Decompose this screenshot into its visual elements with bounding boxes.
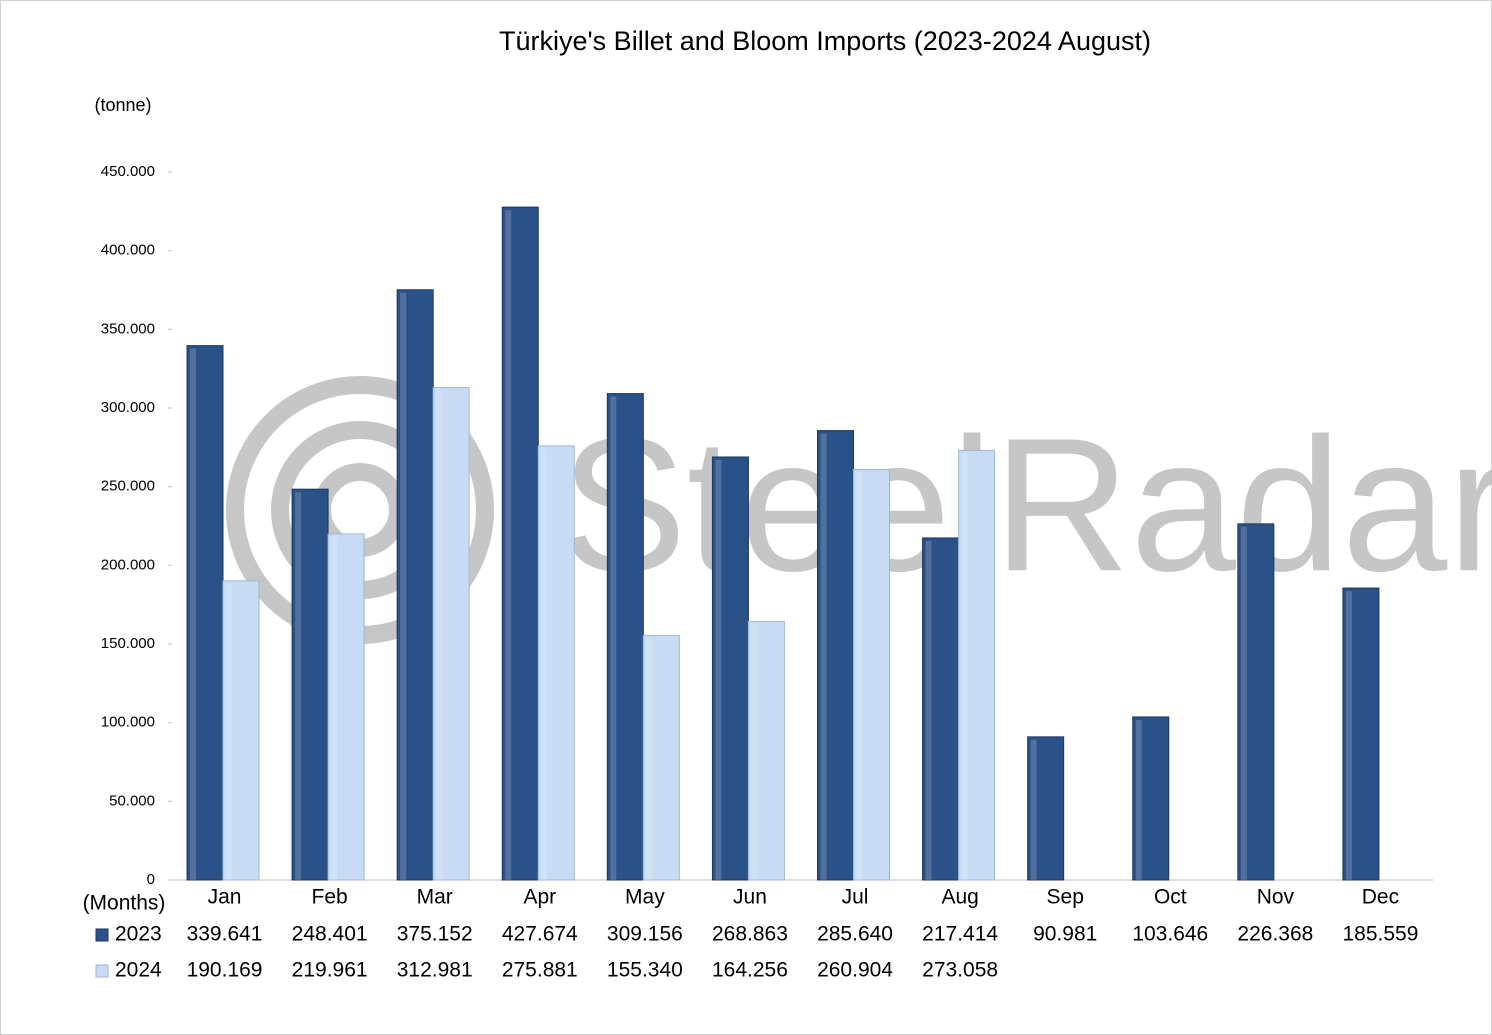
bar [396, 289, 434, 881]
data-table-value: 219.961 [292, 959, 368, 982]
x-tick-label: Sep [1047, 886, 1084, 909]
x-tick-label: Nov [1257, 886, 1295, 909]
data-table-value: 275.881 [502, 959, 578, 982]
bar-highlight [610, 396, 617, 880]
x-tick-label: Dec [1362, 886, 1399, 909]
bar [327, 533, 365, 881]
bar-highlight [1030, 739, 1037, 880]
x-tick-label: Jul [842, 886, 869, 909]
data-table-value: 375.152 [397, 923, 473, 946]
data-table-value: 312.981 [397, 959, 473, 982]
data-table-value: 185.559 [1342, 923, 1418, 946]
data-table-value: 164.256 [712, 959, 788, 982]
data-table-value: 260.904 [817, 959, 893, 982]
bar [958, 449, 996, 881]
bar-highlight [541, 448, 548, 880]
bar-highlight [820, 433, 827, 880]
bar [1237, 523, 1275, 881]
bar [537, 445, 575, 881]
bar [642, 635, 680, 881]
bar-highlight [925, 540, 932, 880]
bar [606, 393, 644, 881]
y-axis-label: (tonne) [94, 95, 151, 115]
data-table-value: 103.646 [1132, 923, 1208, 946]
bar-highlight [331, 536, 338, 880]
data-table-value: 217.414 [922, 923, 998, 946]
x-tick-label: May [625, 886, 665, 909]
x-tick-label: Jun [733, 886, 767, 909]
data-table-value: 155.340 [607, 959, 683, 982]
bar [1027, 736, 1065, 881]
bar-highlight [1240, 526, 1247, 880]
bar-highlight [961, 453, 968, 880]
x-tick-label: Apr [523, 886, 556, 909]
bar [1342, 587, 1380, 881]
bar-highlight [436, 390, 443, 880]
x-axis-label: (Months) [83, 892, 166, 915]
legend-swatch [95, 964, 109, 978]
bar-highlight [505, 210, 512, 881]
bar-highlight [226, 583, 232, 880]
legend-swatch [95, 928, 109, 942]
bar [501, 206, 539, 881]
bar-highlight [295, 492, 302, 880]
watermark: SteelRadar [560, 399, 1492, 611]
data-table-value: 248.401 [292, 923, 368, 946]
bar-highlight [646, 638, 653, 880]
y-tick-label: 0 [147, 871, 155, 888]
bar [432, 387, 470, 881]
bar [222, 580, 260, 881]
data-table-value: 427.674 [502, 923, 578, 946]
y-tick-label: 150.000 [101, 635, 155, 652]
bar-highlight [1345, 591, 1352, 880]
bar [1132, 716, 1170, 881]
legend-label: 2024 [115, 959, 162, 982]
bar [291, 488, 329, 881]
data-table-value: 273.058 [922, 959, 998, 982]
y-tick-label: 450.000 [101, 163, 155, 180]
chart-title: Türkiye's Billet and Bloom Imports (2023… [499, 26, 1151, 56]
y-tick-label: 250.000 [101, 478, 155, 495]
y-tick-label: 50.000 [109, 792, 155, 809]
data-table-value: 90.981 [1033, 923, 1097, 946]
bar [817, 430, 854, 881]
y-tick-label: 400.000 [101, 242, 155, 259]
bar-highlight [1135, 719, 1142, 880]
data-table-value: 226.368 [1237, 923, 1313, 946]
bar-highlight [856, 472, 863, 880]
bar-highlight [190, 348, 196, 881]
data-table-value: 190.169 [187, 959, 263, 982]
data-table-value: 339.641 [187, 923, 263, 946]
bar [711, 456, 749, 881]
bar [853, 469, 890, 881]
data-table-value: 285.640 [817, 923, 893, 946]
x-tick-label: Mar [417, 886, 453, 909]
data-table-value: 309.156 [607, 923, 683, 946]
x-tick-label: Aug [941, 886, 978, 909]
x-tick-label: Oct [1154, 886, 1187, 909]
x-tick-label: Jan [208, 886, 242, 909]
bar-highlight [751, 624, 758, 880]
bar-highlight [715, 459, 722, 880]
x-tick-label: Feb [312, 886, 348, 909]
y-tick-label: 100.000 [101, 714, 155, 731]
y-tick-label: 300.000 [101, 399, 155, 416]
y-tick-label: 200.000 [101, 556, 155, 573]
bar-highlight [400, 292, 407, 880]
y-tick-label: 350.000 [101, 320, 155, 337]
data-table-value: 268.863 [712, 923, 788, 946]
bar [747, 621, 785, 881]
legend-label: 2023 [115, 923, 162, 946]
